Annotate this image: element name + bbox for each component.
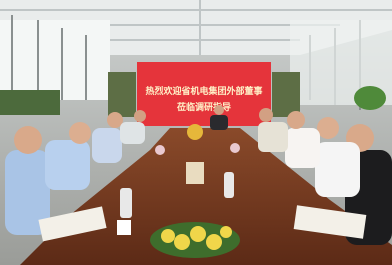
head xyxy=(69,122,91,144)
plant-right xyxy=(354,86,386,110)
head xyxy=(259,108,273,122)
left-windows xyxy=(0,20,110,100)
box xyxy=(186,162,204,184)
plant-wall-left xyxy=(108,72,136,117)
head xyxy=(14,126,42,154)
flower xyxy=(220,226,232,238)
photo: 热烈欢迎省机电集团外部董事 莅临调研指导 xyxy=(0,0,392,265)
water-bottle xyxy=(224,172,234,198)
flower xyxy=(206,234,222,250)
person xyxy=(285,128,320,168)
head xyxy=(134,110,146,122)
flower xyxy=(187,124,203,140)
banner-line-1: 热烈欢迎省机电集团外部董事 xyxy=(145,85,262,97)
head xyxy=(214,105,224,115)
flower xyxy=(190,226,206,242)
flower xyxy=(174,234,190,250)
person xyxy=(210,115,228,130)
flower xyxy=(161,229,175,243)
plant-wall-right xyxy=(272,72,300,117)
head xyxy=(287,111,305,129)
person xyxy=(45,140,90,190)
head xyxy=(317,117,339,139)
person xyxy=(92,128,122,163)
water-bottle xyxy=(120,188,132,218)
plants-left xyxy=(0,90,60,115)
flower xyxy=(155,145,165,155)
person xyxy=(258,122,288,152)
flower xyxy=(230,143,240,153)
tea-cup xyxy=(117,220,131,235)
person xyxy=(315,142,360,197)
person xyxy=(120,122,145,144)
